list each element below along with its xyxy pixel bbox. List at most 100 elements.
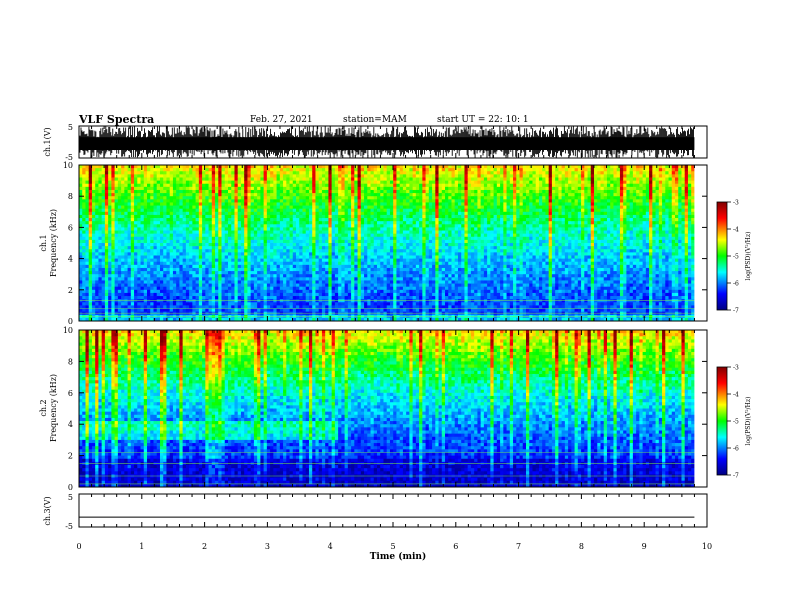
spectrogram-cell (308, 280, 313, 284)
spectrogram-cell (153, 233, 158, 238)
spectrogram-cell (344, 286, 349, 291)
spectrogram-cell (257, 317, 261, 322)
spectrogram-cell (163, 199, 167, 203)
spectrogram-cell (176, 221, 180, 225)
spectrogram-cell (308, 180, 313, 185)
spectrogram-cell (159, 183, 164, 188)
spectrogram-cell (250, 261, 255, 266)
spectrogram-cell (257, 283, 261, 288)
spectrogram-cell (338, 218, 342, 222)
spectrogram-cell (237, 221, 242, 225)
spectrogram-cell (215, 186, 219, 191)
spectrogram-cell (286, 205, 290, 210)
spectrogram-cell (150, 180, 154, 185)
spectrogram-cell (286, 317, 290, 322)
spectrogram-cell (156, 308, 161, 313)
spectrogram-cell (192, 193, 197, 197)
spectrogram-cell (153, 289, 158, 294)
spectrogram-cell (104, 183, 109, 188)
spectrogram-cell (247, 174, 252, 178)
spectrogram-cell (344, 236, 349, 241)
spectrogram-cell (215, 193, 219, 197)
spectrogram-cell (88, 305, 93, 309)
spectrogram-cell (101, 249, 106, 253)
spectrogram-cell (299, 221, 303, 225)
spectrogram-cell (253, 174, 258, 178)
spectrogram-cell (208, 286, 213, 291)
spectrogram-cell (299, 205, 303, 210)
spectrogram-cell (117, 218, 122, 222)
spectrogram-cell (182, 218, 187, 222)
spectrogram-cell (312, 305, 316, 309)
spectrogram-cell (182, 196, 187, 200)
spectrogram-cell (325, 177, 329, 181)
spectrogram-cell (302, 199, 307, 203)
spectrogram-cell (260, 239, 265, 244)
spectrogram-cell (276, 205, 281, 210)
spectrogram-cell (127, 211, 132, 216)
spectrogram-cell (292, 218, 297, 222)
spectrogram-cell (130, 317, 135, 322)
spectrogram-cell (321, 202, 326, 206)
spectrogram-cell (101, 183, 106, 188)
spectrogram-cell (179, 205, 184, 210)
spectrogram-cell (260, 233, 265, 238)
spectrogram-cell (234, 224, 239, 228)
spectrogram-cell (296, 267, 300, 272)
spectrogram-cell (172, 308, 177, 313)
spectrogram-cell (244, 199, 248, 203)
spectrogram-cell (240, 277, 245, 281)
spectrogram-cell (344, 292, 349, 297)
spectrogram-cell (315, 233, 320, 238)
spectrogram-cell (250, 267, 255, 272)
spectrogram-cell (172, 280, 177, 284)
spectrogram-cell (192, 205, 197, 210)
spectrogram-cell (147, 283, 151, 288)
spectrogram-cell (260, 171, 265, 175)
spectrogram-cell (150, 186, 154, 191)
spectrogram-cell (127, 255, 132, 259)
spectrogram-cell (250, 243, 255, 247)
spectrogram-cell (166, 292, 171, 297)
spectrogram-cell (260, 174, 265, 178)
spectrogram-cell (137, 305, 141, 309)
spectrogram-cell (308, 183, 313, 188)
spectrogram-cell (231, 218, 235, 222)
spectrogram-cell (111, 308, 116, 313)
spectrogram-cell (325, 230, 329, 235)
spectrogram-cell (283, 202, 287, 206)
spectrogram-cell (305, 317, 310, 322)
spectrogram-cell (308, 255, 313, 259)
spectrogram-cell (147, 249, 151, 253)
spectrogram-cell (143, 289, 148, 294)
spectrogram-cell (354, 174, 358, 178)
spectrogram-cell (305, 252, 310, 256)
spectrogram-cell (292, 286, 297, 291)
spectrogram-cell (111, 302, 116, 306)
spectrogram-cell (189, 274, 193, 278)
spectrogram-cell (85, 255, 90, 259)
spectrogram-cell (224, 283, 229, 288)
spectrogram-cell (117, 193, 122, 197)
spectrogram-cell (169, 208, 174, 213)
spectrogram-cell (82, 205, 86, 210)
spectrogram-cell (302, 183, 307, 188)
spectrogram-cell (283, 230, 287, 235)
spectrogram-cell (240, 227, 245, 231)
spectrogram-cell (315, 177, 320, 181)
spectrogram-cell (198, 261, 203, 266)
spectrogram-cell (237, 286, 242, 291)
spectrogram-cell (328, 296, 333, 300)
spectrogram-cell (273, 165, 277, 169)
spectrogram-cell (244, 317, 248, 322)
spectrogram-cell (130, 189, 135, 194)
spectrogram-cell (140, 211, 145, 216)
spectrogram-cell (134, 286, 138, 291)
spectrogram-cell (318, 211, 323, 216)
spectrogram-cell (334, 174, 339, 178)
spectrogram-cell (176, 302, 180, 306)
spectrogram-cell (253, 214, 258, 219)
spectrogram-cell (150, 189, 154, 194)
spectrogram-cell (208, 239, 213, 244)
spectrogram-cell (331, 305, 336, 309)
